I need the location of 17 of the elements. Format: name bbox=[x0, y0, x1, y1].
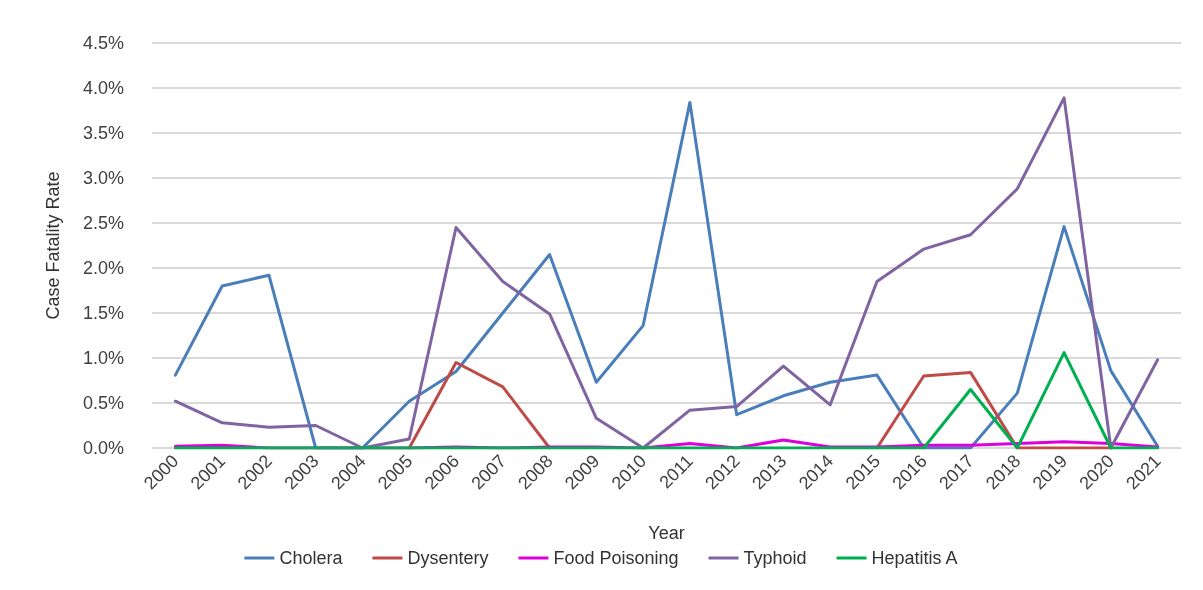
y-tick-label: 2.5% bbox=[82, 213, 124, 233]
legend-label: Typhoid bbox=[743, 548, 807, 568]
legend-label: Food Poisoning bbox=[553, 548, 679, 568]
y-tick-label: 0.0% bbox=[82, 438, 124, 458]
legend-label: Dysentery bbox=[407, 548, 489, 568]
legend-label: Cholera bbox=[279, 548, 344, 568]
y-tick-label: 0.5% bbox=[82, 393, 124, 413]
y-tick-label: 1.0% bbox=[82, 348, 124, 368]
y-tick-label: 2.0% bbox=[82, 258, 124, 278]
y-tick-label: 4.5% bbox=[82, 33, 124, 53]
y-tick-label: 1.5% bbox=[82, 303, 124, 323]
y-tick-label: 3.5% bbox=[82, 123, 124, 143]
y-tick-label: 4.0% bbox=[82, 78, 124, 98]
x-axis-title: Year bbox=[648, 523, 685, 543]
legend-label: Hepatitis A bbox=[871, 548, 958, 568]
y-axis-title: Case Fatality Rate bbox=[43, 171, 63, 320]
y-tick-label: 3.0% bbox=[82, 168, 124, 188]
